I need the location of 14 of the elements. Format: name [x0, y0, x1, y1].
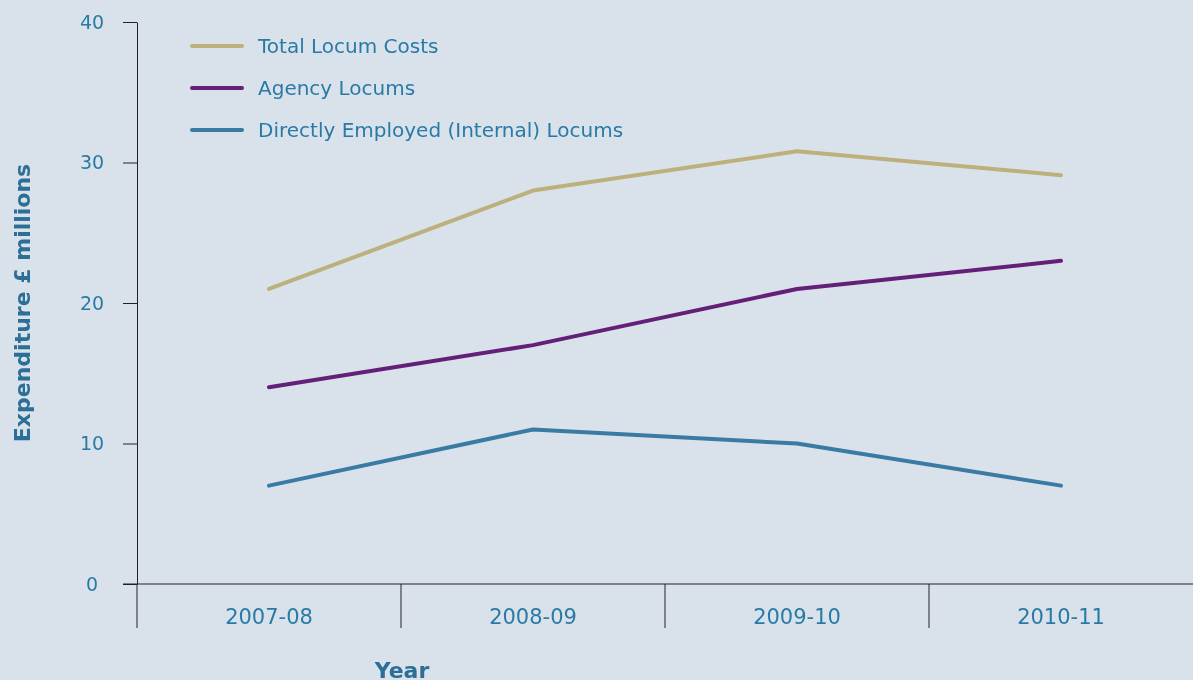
x-tick-label: 2009-10 — [753, 605, 841, 629]
y-tick-label: 40 — [79, 10, 105, 33]
y-tick-label: 20 — [79, 291, 105, 314]
y-tick-label: 0 — [85, 572, 99, 595]
legend-label: Directly Employed (Internal) Locums — [258, 118, 624, 142]
y-tick-label: 30 — [79, 151, 105, 174]
legend-label: Agency Locums — [258, 76, 416, 100]
x-tick-label: 2008-09 — [489, 605, 577, 629]
x-tick-label: 2010-11 — [1017, 605, 1105, 629]
legend-label: Total Locum Costs — [257, 34, 439, 58]
y-tick-label: 10 — [79, 432, 105, 455]
x-axis-title: Year — [373, 658, 430, 680]
y-axis-title: Expenditure £ millions — [10, 163, 35, 443]
x-tick-label: 2007-08 — [225, 605, 313, 629]
